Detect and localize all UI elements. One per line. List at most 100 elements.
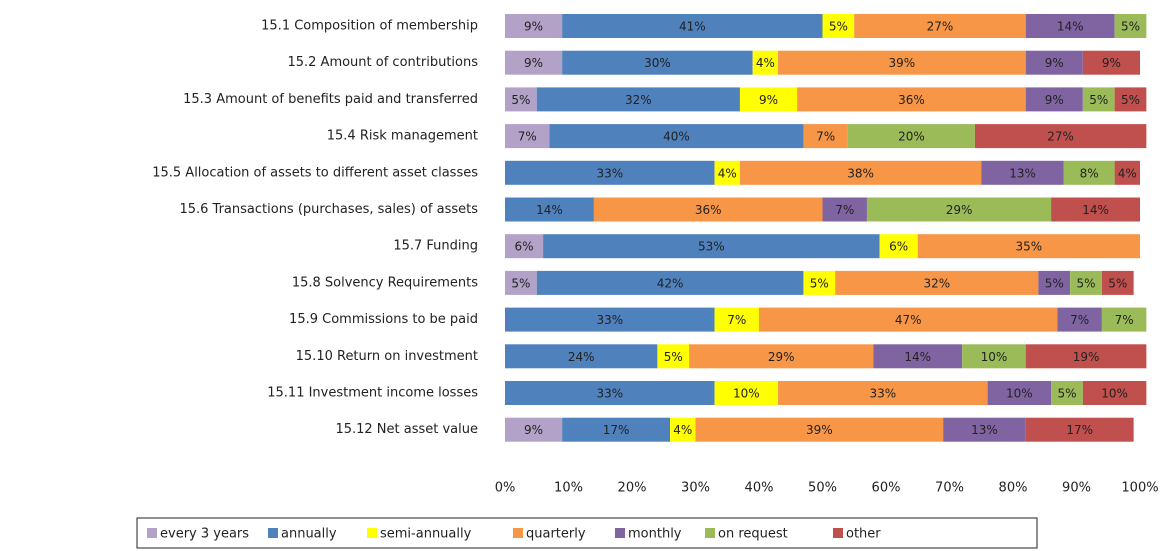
category-label: 15.9 Commissions to be paid — [289, 312, 478, 327]
x-tick-label: 0% — [495, 481, 516, 496]
data-label: 7% — [727, 313, 746, 327]
data-label: 33% — [596, 313, 623, 327]
bar-segment — [943, 417, 1026, 442]
x-tick-label: 20% — [618, 481, 647, 496]
bar-segment — [657, 344, 690, 369]
data-label: 53% — [698, 240, 725, 254]
data-label: 29% — [946, 203, 973, 217]
data-label: 17% — [1066, 423, 1093, 437]
bar-segment — [854, 14, 1026, 38]
bar-segment — [1025, 417, 1134, 442]
data-label: 5% — [829, 20, 848, 34]
bar-segment — [797, 87, 1026, 112]
data-label: 5% — [664, 350, 683, 364]
legend-label: monthly — [628, 527, 682, 542]
x-tick-label: 30% — [681, 481, 710, 496]
data-label: 14% — [1082, 203, 1109, 217]
bar-segment — [670, 417, 696, 442]
bar-segment — [505, 234, 544, 259]
data-label: 9% — [1102, 56, 1121, 70]
bar-segment — [1082, 87, 1115, 112]
bar-segment — [505, 381, 715, 405]
legend-swatch — [147, 528, 157, 538]
data-label: 9% — [1045, 93, 1064, 107]
data-label: 39% — [806, 423, 833, 437]
bar-segment — [714, 160, 740, 185]
category-label: 15.2 Amount of contributions — [287, 55, 478, 70]
category-label: 15.10 Return on investment — [296, 349, 478, 364]
data-label: 40% — [663, 130, 690, 144]
bar-segment — [1038, 270, 1071, 295]
bar-segment — [822, 197, 867, 222]
category-label: 15.11 Investment income losses — [267, 386, 478, 401]
data-label: 6% — [889, 240, 908, 254]
data-label: 8% — [1080, 166, 1099, 180]
bar-segment — [505, 50, 563, 75]
data-label: 9% — [759, 93, 778, 107]
legend-label: every 3 years — [160, 527, 249, 542]
bar-segment — [536, 87, 740, 112]
data-label: 33% — [596, 387, 623, 401]
data-label: 9% — [524, 20, 543, 34]
bar-segment — [1114, 160, 1140, 185]
x-tick-label: 70% — [935, 481, 964, 496]
bar-segment — [1063, 160, 1115, 185]
data-label: 47% — [895, 313, 922, 327]
category-label: 15.8 Solvency Requirements — [292, 275, 478, 290]
data-label: 4% — [756, 56, 775, 70]
bar-segment — [974, 124, 1147, 149]
bar-segment — [987, 381, 1052, 405]
bar-segment — [822, 14, 855, 38]
data-label: 5% — [1121, 20, 1140, 34]
bar-segment — [962, 344, 1026, 369]
bar-segment — [1057, 307, 1102, 332]
data-label: 19% — [1073, 350, 1100, 364]
x-tick-label: 60% — [872, 481, 901, 496]
bar-segment — [562, 14, 823, 38]
legend-swatch — [367, 528, 377, 538]
category-label: 15.1 Composition of membership — [261, 19, 478, 34]
data-label: 5% — [1057, 387, 1076, 401]
data-label: 27% — [1047, 130, 1074, 144]
bar-segment — [1025, 14, 1115, 38]
bar-segment — [1082, 50, 1140, 75]
legend-label: quarterly — [526, 527, 586, 542]
data-label: 9% — [1045, 56, 1064, 70]
data-label: 9% — [524, 423, 543, 437]
data-label: 42% — [657, 276, 684, 290]
legend-swatch — [705, 528, 715, 538]
bar-segment — [917, 234, 1140, 259]
bar-segment — [1101, 270, 1134, 295]
bar-segment — [536, 270, 804, 295]
bar-segment — [778, 50, 1026, 75]
data-label: 5% — [1108, 276, 1127, 290]
data-label: 9% — [524, 56, 543, 70]
bar-segment — [1082, 381, 1147, 405]
data-label: 32% — [923, 276, 950, 290]
data-label: 10% — [733, 387, 760, 401]
bar-segment — [695, 417, 944, 442]
data-label: 5% — [511, 93, 530, 107]
bar-segment — [505, 417, 563, 442]
legend-label: other — [846, 527, 881, 542]
legend-box — [136, 517, 1038, 549]
data-label: 10% — [1006, 387, 1033, 401]
data-label: 32% — [625, 93, 652, 107]
data-label: 4% — [718, 166, 737, 180]
legend-swatch — [615, 528, 625, 538]
legend-swatch — [513, 528, 523, 538]
legend-label: on request — [718, 527, 788, 542]
data-label: 13% — [971, 423, 998, 437]
bar-segment — [593, 197, 823, 222]
bar-segment — [778, 381, 988, 405]
data-label: 30% — [644, 56, 671, 70]
data-label: 7% — [835, 203, 854, 217]
data-label: 38% — [847, 166, 874, 180]
data-label: 10% — [1101, 387, 1128, 401]
bar-segment — [1051, 197, 1140, 222]
bar-segment — [689, 344, 874, 369]
bar-segment — [562, 417, 671, 442]
bar-segment — [739, 87, 798, 112]
data-label: 35% — [1016, 240, 1043, 254]
x-tick-label: 100% — [1121, 481, 1158, 496]
